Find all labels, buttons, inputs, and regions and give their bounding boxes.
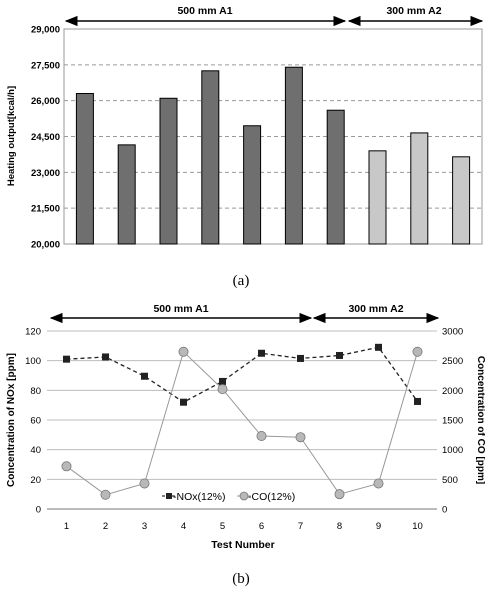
chart-b-point-nox12-3 — [141, 372, 148, 380]
chart-a-y-tick-label: 20,000 — [31, 240, 60, 251]
chart-b-x-tick-label: 9 — [376, 521, 381, 532]
chart-b-right-y-tick-label: 1000 — [442, 445, 463, 456]
chart-b-x-tick-label: 8 — [337, 521, 342, 532]
chart-b-point-co12-10 — [412, 346, 423, 357]
chart-b-group-label-a1: 500 mm A1 — [153, 303, 208, 315]
chart-b-x-tick-label: 5 — [220, 521, 225, 532]
chart-b-left-y-ticks: 0 20 40 60 80 100 120 — [25, 327, 41, 516]
chart-b-x-tick-label: 10 — [412, 521, 423, 532]
chart-a: 500 mm A1 300 mm A2 20,000 21,500 23,000 24… — [6, 5, 484, 289]
chart-a-y-tick-label: 26,000 — [31, 96, 60, 107]
chart-b-right-y-axis-label: Concentration of CO [ppm] — [475, 356, 485, 484]
chart-b-point-co12-2 — [100, 489, 111, 500]
chart-a-caption: (a) — [233, 273, 250, 289]
chart-b-point-co12-7 — [295, 432, 306, 443]
chart-b-left-y-axis-label: Concentration of NOx [ppm] — [6, 353, 17, 487]
chart-a-bars — [75, 66, 471, 245]
chart-b-point-nox12-4 — [180, 398, 187, 406]
chart-b-point-nox12-9 — [375, 343, 382, 351]
chart-a-y-tick-label: 24,500 — [31, 132, 60, 143]
chart-a-bar-8 — [368, 150, 387, 245]
chart-b-point-co12-4 — [178, 346, 189, 357]
chart-b-group-label-a2: 300 mm A2 — [348, 303, 403, 315]
chart-b-right-y-tick-label: 500 — [442, 475, 458, 486]
chart-b-series-line-co12 — [66, 350, 418, 496]
chart-b-point-nox12-2 — [102, 353, 109, 361]
chart-a-bar-7 — [326, 109, 345, 245]
chart-a-plot-frame — [63, 28, 483, 245]
chart-b-x-axis-label: Test Number — [211, 539, 274, 551]
chart-b-left-y-tick-label: 20 — [30, 475, 41, 486]
chart-b-series-line-nox12 — [66, 346, 419, 403]
chart-a-bar-6 — [284, 66, 303, 245]
chart-a-y-ticks: 20,000 21,500 23,000 24,500 26,000 27,500 29,0… — [31, 25, 60, 251]
chart-a-group-label-a2: 300 mm A2 — [386, 5, 441, 17]
chart-b-right-y-ticks: 0 500 1000 1500 2000 2500 3000 — [442, 327, 463, 516]
chart-a-bar-9 — [410, 132, 429, 245]
chart-b-right-y-tick-label: 3000 — [442, 327, 463, 338]
chart-a-bar-1 — [75, 93, 94, 245]
chart-b-point-nox12-8 — [336, 351, 343, 359]
chart-b-point-nox12-6 — [258, 349, 265, 357]
chart-b-left-y-tick-label: 80 — [30, 386, 41, 397]
chart-b-right-y-tick-label: 0 — [442, 505, 447, 516]
chart-b-point-nox12-7 — [297, 354, 304, 362]
chart-a-y-tick-label: 27,500 — [31, 60, 60, 71]
chart-b-point-co12-6 — [256, 431, 267, 442]
chart-b-legend: -NOx(12%) -CO(12%) — [162, 491, 295, 503]
chart-b-right-y-tick-label: 1500 — [442, 416, 463, 427]
chart-b-point-co12-1 — [61, 461, 72, 472]
chart-b-point-co12-5 — [217, 384, 228, 395]
chart-a-y-tick-label: 23,000 — [31, 168, 60, 179]
chart-b-right-y-tick-label: 2500 — [442, 356, 463, 367]
chart-b-series — [61, 343, 423, 500]
chart-b-left-y-tick-label: 100 — [25, 356, 41, 367]
chart-b: 500 mm A1 300 mm A2 0 20 40 60 80 100 120 0 500… — [6, 303, 485, 587]
chart-b-point-nox12-10 — [414, 397, 421, 405]
chart-b-caption: (b) — [232, 571, 250, 587]
chart-b-x-ticks: 1 2 3 4 5 6 7 8 9 10 — [64, 521, 423, 532]
legend-nox-marker — [166, 493, 172, 499]
chart-a-bar-3 — [159, 97, 178, 245]
chart-b-x-tick-label: 1 — [64, 521, 69, 532]
chart-b-point-co12-8 — [334, 489, 345, 500]
chart-b-x-tick-label: 4 — [181, 521, 186, 532]
chart-a-bar-5 — [243, 125, 262, 245]
chart-b-left-y-tick-label: 0 — [36, 505, 41, 516]
chart-a-y-axis-label: Heating output[kcal/h] — [6, 86, 17, 186]
chart-b-point-nox12-1 — [63, 355, 70, 363]
chart-b-gridlines — [47, 330, 437, 480]
chart-b-left-y-tick-label: 120 — [25, 327, 41, 338]
chart-b-point-nox12-5 — [219, 377, 226, 385]
legend-co-label: -CO(12%) — [248, 491, 295, 503]
chart-a-bar-2 — [117, 144, 136, 245]
chart-a-bar-4 — [201, 70, 220, 245]
chart-b-point-co12-9 — [373, 478, 384, 489]
chart-a-y-tick-label: 21,500 — [31, 204, 60, 215]
chart-a-group-label-a1: 500 mm A1 — [177, 5, 232, 17]
chart-b-x-tick-label: 3 — [142, 521, 147, 532]
chart-a-y-tick-label: 29,000 — [31, 25, 60, 36]
chart-b-left-y-tick-label: 40 — [30, 445, 41, 456]
legend-nox-label: -NOx(12%) — [173, 491, 226, 503]
chart-b-x-tick-label: 7 — [298, 521, 303, 532]
legend-co-marker — [239, 491, 249, 501]
chart-b-x-tick-label: 2 — [103, 521, 108, 532]
chart-a-bar-10 — [452, 156, 471, 245]
chart-b-right-y-tick-label: 2000 — [442, 386, 463, 397]
chart-b-x-tick-label: 6 — [259, 521, 264, 532]
chart-b-point-co12-3 — [139, 478, 150, 489]
chart-b-left-y-tick-label: 60 — [30, 416, 41, 427]
